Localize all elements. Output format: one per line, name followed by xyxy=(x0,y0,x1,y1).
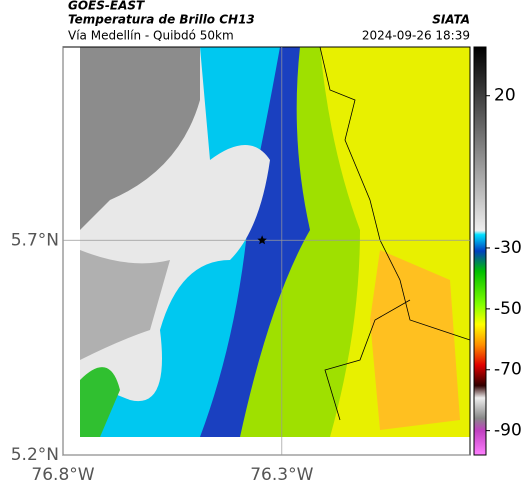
x-tick-label: 76.3°W xyxy=(250,465,313,485)
y-tick-label: 5.7°N xyxy=(11,230,59,250)
colorbar-tick-label: 20 xyxy=(494,86,516,106)
colorbar xyxy=(473,46,487,456)
title: Temperatura de Brillo CH13 xyxy=(68,13,255,27)
timestamp: 2024-09-26 18:39 xyxy=(362,29,470,43)
colorbar-tick-label: -90 xyxy=(494,421,522,441)
colorbar-tick-label: -50 xyxy=(494,299,522,319)
subtitle: Vía Medellín - Quibdó 50km xyxy=(68,29,234,43)
colorbar-tick-label: -30 xyxy=(494,238,522,258)
border xyxy=(319,46,471,421)
y-tick-label: 5.2°N xyxy=(11,445,59,465)
imagery xyxy=(80,47,470,437)
source: SIATA xyxy=(432,13,470,27)
x-tick-label: 76.8°W xyxy=(31,465,94,485)
colorbar-tick-label: -70 xyxy=(494,360,522,380)
station-marker xyxy=(257,235,267,245)
product: GOES-EAST xyxy=(68,0,145,13)
